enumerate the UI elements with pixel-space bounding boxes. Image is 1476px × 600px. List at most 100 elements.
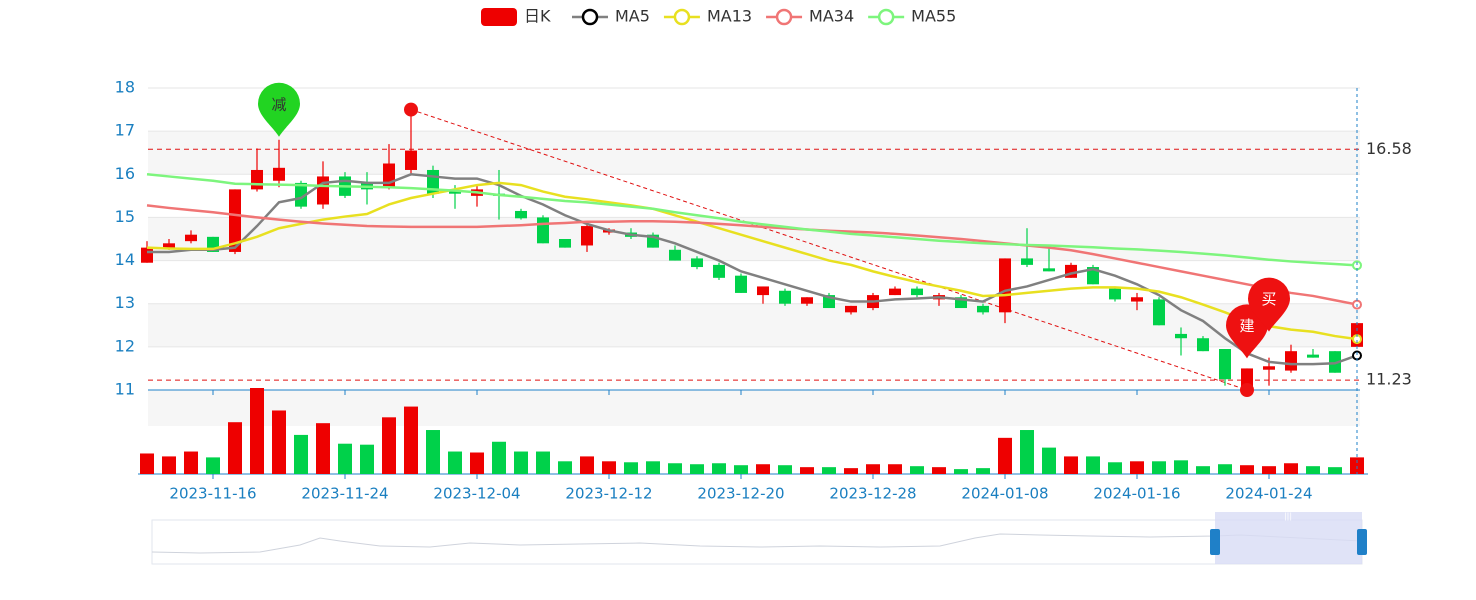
x-tick-label: 2023-12-20: [697, 485, 784, 503]
volume-bar: [294, 434, 308, 474]
mark-line-label: 16.58: [1366, 139, 1412, 158]
volume-bar: [822, 467, 836, 474]
volume-bar: [184, 451, 198, 474]
volume-bar: [338, 443, 352, 474]
volume-bar: [888, 464, 902, 474]
zoom-handle[interactable]: [1210, 529, 1220, 555]
volume-bar: [1108, 462, 1122, 474]
x-tick-label: 2023-12-12: [565, 485, 652, 503]
candle-body: [735, 275, 747, 293]
legend-swatch: [581, 8, 599, 26]
volume-bar: [778, 465, 792, 474]
legend-label: MA55: [911, 7, 956, 26]
ma-line: [146, 173, 1358, 267]
candle-body: [801, 297, 813, 304]
legend-swatch: [481, 8, 517, 26]
mark-line-label: 11.23: [1366, 370, 1412, 389]
x-tick-label: 2024-01-08: [961, 485, 1048, 503]
x-tick-label: 2024-01-16: [1093, 485, 1180, 503]
ma-line: [147, 173, 1358, 366]
data-zoom[interactable]: [151, 512, 1367, 565]
volume-bar: [602, 461, 616, 474]
candle-body: [955, 297, 967, 309]
x-tick-label: 2023-11-24: [301, 485, 388, 503]
legend: 日K MA5 MA13 MA34 MA55: [481, 7, 956, 26]
volume-bar: [492, 441, 506, 474]
volume-bar: [910, 466, 924, 474]
volume-bar: [382, 417, 396, 474]
candle-body: [515, 210, 527, 219]
candle-body: [581, 226, 593, 246]
volume-bar: [624, 462, 638, 474]
volume-bar: [1130, 461, 1144, 474]
legend-swatch: [775, 8, 793, 26]
volume-bar: [250, 388, 264, 474]
candle-body: [449, 191, 461, 194]
volume-bar: [1020, 430, 1034, 474]
volume-bar: [954, 469, 968, 474]
volume-bar: [404, 406, 418, 474]
volume-bar: [426, 430, 440, 474]
volume-bar: [1284, 463, 1298, 474]
pin: [1248, 277, 1290, 332]
candle-body: [757, 286, 769, 296]
candle-body: [779, 290, 791, 304]
zoom-window[interactable]: [1215, 512, 1362, 564]
legend-swatch: [673, 8, 691, 26]
pin-label: 买: [1261, 290, 1276, 308]
volume-bar: [140, 453, 154, 474]
volume-bar: [228, 422, 242, 474]
y-tick-label: 12: [115, 336, 135, 355]
y-tick-label: 16: [115, 164, 135, 183]
y-tick-label: 13: [115, 293, 135, 312]
volume-bar: [1306, 466, 1320, 474]
pin: [1226, 304, 1268, 359]
candle-body: [185, 234, 197, 242]
volume-bar: [976, 468, 990, 474]
zoom-handle[interactable]: [1357, 529, 1367, 555]
candle-body: [273, 167, 285, 181]
candle-body: [229, 189, 241, 252]
candle-body: [999, 258, 1011, 313]
volume-bar: [646, 461, 660, 474]
volume-bar: [756, 464, 770, 474]
pin-label: 建: [1239, 317, 1254, 335]
volume-bar: [558, 461, 572, 474]
volume-bar: [866, 464, 880, 474]
volume-bar: [272, 410, 286, 474]
volume-bar: [316, 423, 330, 474]
candle-body: [889, 288, 901, 296]
zoom-sparkline: [151, 533, 1363, 554]
candle-body: [977, 305, 989, 313]
candle-body: [1175, 333, 1187, 339]
y-tick-label: 18: [115, 78, 135, 97]
volume-bar: [470, 452, 484, 474]
candle-body: [1285, 351, 1297, 371]
volume-bar: [1350, 457, 1364, 474]
pin-label: 减: [271, 95, 286, 113]
volume-bar: [206, 457, 220, 474]
candle-body: [713, 264, 725, 278]
candle-body: [911, 288, 923, 296]
candle-body: [1109, 288, 1121, 300]
candle-body: [141, 247, 153, 263]
candle-body: [1197, 338, 1209, 352]
volume-bar: [844, 468, 858, 474]
y-tick-label: 15: [115, 207, 135, 226]
candle-body: [1043, 268, 1055, 272]
volume-bar: [1240, 465, 1254, 474]
volume-bar: [580, 456, 594, 474]
x-tick-label: 2023-12-28: [829, 485, 916, 503]
volume-bar: [1262, 466, 1276, 474]
y-tick-label: 17: [115, 121, 135, 140]
volume-bar: [536, 451, 550, 474]
x-tick-label: 2023-11-16: [169, 485, 256, 503]
candle-body: [691, 258, 703, 268]
candle-body: [559, 239, 571, 248]
candle-body: [669, 249, 681, 261]
volume-bar: [712, 463, 726, 474]
y-tick-label: 11: [115, 380, 135, 399]
candle-body: [317, 176, 329, 205]
x-tick-label: 2023-12-04: [433, 485, 520, 503]
volume-bar: [690, 464, 704, 474]
